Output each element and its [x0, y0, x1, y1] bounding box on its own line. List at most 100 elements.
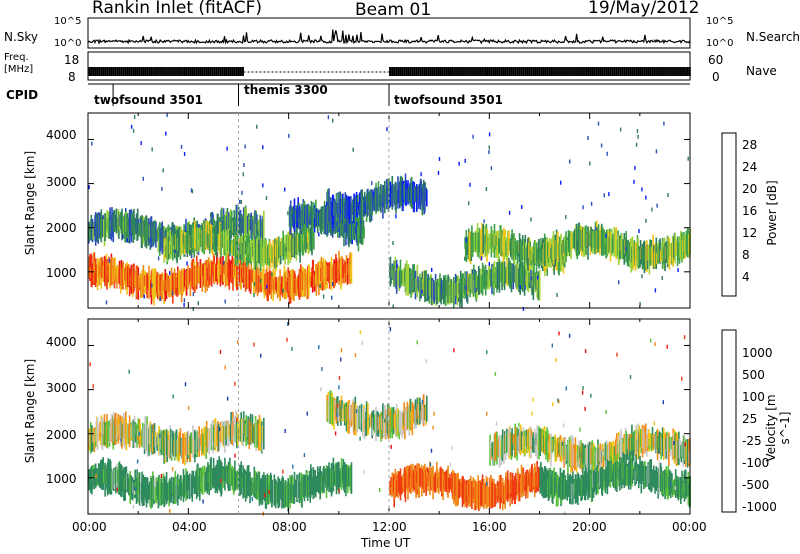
freq-mark [643, 67, 644, 76]
velocity-cell [251, 497, 253, 502]
freq-mark [199, 67, 200, 76]
power-cell [636, 129, 639, 133]
freq-mark [413, 67, 415, 76]
velocity-cell [340, 357, 342, 362]
freq-mark [579, 67, 581, 76]
velocity-cell [426, 466, 428, 483]
freq-mark [449, 67, 451, 76]
power-cell [538, 269, 541, 301]
freq-mark [411, 67, 412, 76]
velocity-cell [605, 409, 607, 414]
freq-mark [655, 67, 657, 76]
freq-mark [181, 67, 182, 76]
freq-mark [518, 67, 520, 76]
power-cell [363, 226, 365, 239]
freq-mark [532, 67, 534, 76]
freq-mark [459, 67, 461, 76]
power-cell [236, 241, 238, 246]
freq-mark [433, 67, 434, 76]
velocity-colorbar-frame [721, 329, 737, 513]
power-cell [475, 288, 477, 293]
velocity-cell [432, 425, 434, 430]
freq-mark [476, 67, 477, 76]
velocity-cell [136, 459, 139, 464]
power-cell [157, 226, 160, 253]
freq-mark [152, 67, 153, 76]
power-cell [618, 280, 620, 285]
freq-mark [567, 67, 569, 76]
velocity-cell [340, 348, 343, 353]
freq-mark [493, 67, 495, 76]
freq-mark [443, 67, 444, 76]
freq-mark [648, 67, 650, 76]
freq-mark [212, 67, 214, 76]
freq-mark [469, 67, 471, 76]
freq-mark [644, 67, 646, 76]
freq-mark [168, 67, 170, 76]
power-cell [318, 232, 320, 237]
freq-mark [439, 67, 441, 76]
freq-mark [200, 67, 202, 76]
freq-mark [411, 67, 413, 76]
power-cell [638, 229, 640, 233]
freq-mark [586, 67, 588, 76]
vel-cb-tick-m1000: -1000 [742, 500, 777, 514]
freq-mark [683, 67, 685, 76]
velocity-cell [616, 352, 618, 357]
power-cell [645, 195, 647, 200]
freq-mark [164, 67, 166, 76]
velocity-cell [486, 350, 488, 355]
freq-mark [609, 67, 611, 76]
freq-mark [105, 67, 107, 76]
freq-mark [615, 67, 616, 76]
power-cell [357, 205, 359, 210]
freq-mark [478, 67, 480, 76]
freq-mark [89, 67, 91, 76]
freq-mark [205, 67, 207, 76]
freq-mark [673, 67, 675, 76]
freq-mark [439, 67, 440, 76]
velocity-cell [287, 322, 289, 326]
freq-mark [395, 67, 397, 76]
power-cell [142, 176, 144, 181]
power-cell [183, 298, 186, 303]
freq-mark [601, 67, 602, 76]
freq-mark [100, 67, 101, 76]
freq-mark [620, 67, 622, 76]
xtick-0: 00:00 [72, 520, 107, 534]
freq-mark [216, 67, 218, 76]
freq-mark [396, 67, 398, 76]
freq-mark [514, 67, 515, 76]
freq-mark [594, 67, 596, 76]
freq-mark [106, 67, 108, 76]
power-cell [241, 190, 243, 195]
freq-mark [146, 67, 147, 76]
power-cell [192, 307, 194, 311]
vel-ytick-4000: 4000 [46, 335, 77, 349]
freq-mark [138, 67, 139, 76]
velocity-cell [138, 431, 141, 436]
power-cell [488, 132, 491, 137]
power-cell [127, 239, 129, 244]
velocity-panel [88, 322, 737, 516]
freq-mark [497, 67, 499, 76]
power-cell [655, 149, 658, 154]
freq-mark [447, 67, 448, 76]
freq-mark [560, 67, 561, 76]
freq-mark [213, 67, 214, 76]
noise-tick-bottom-left: 10^0 [54, 38, 82, 49]
freq-mark [501, 67, 503, 76]
power-cell [600, 143, 603, 148]
power-cell [530, 276, 533, 281]
vel-cb-tick-1000: 1000 [742, 346, 773, 360]
velocity-cell [390, 444, 392, 449]
power-cell [210, 212, 212, 217]
freq-mark [217, 67, 219, 76]
freq-mark [157, 67, 159, 76]
freq-mark [557, 67, 559, 76]
freq-mark [591, 67, 592, 76]
velocity-cell [453, 348, 455, 353]
power-cell [239, 218, 241, 223]
freq-mark [628, 67, 630, 76]
freq-mark [110, 67, 112, 76]
